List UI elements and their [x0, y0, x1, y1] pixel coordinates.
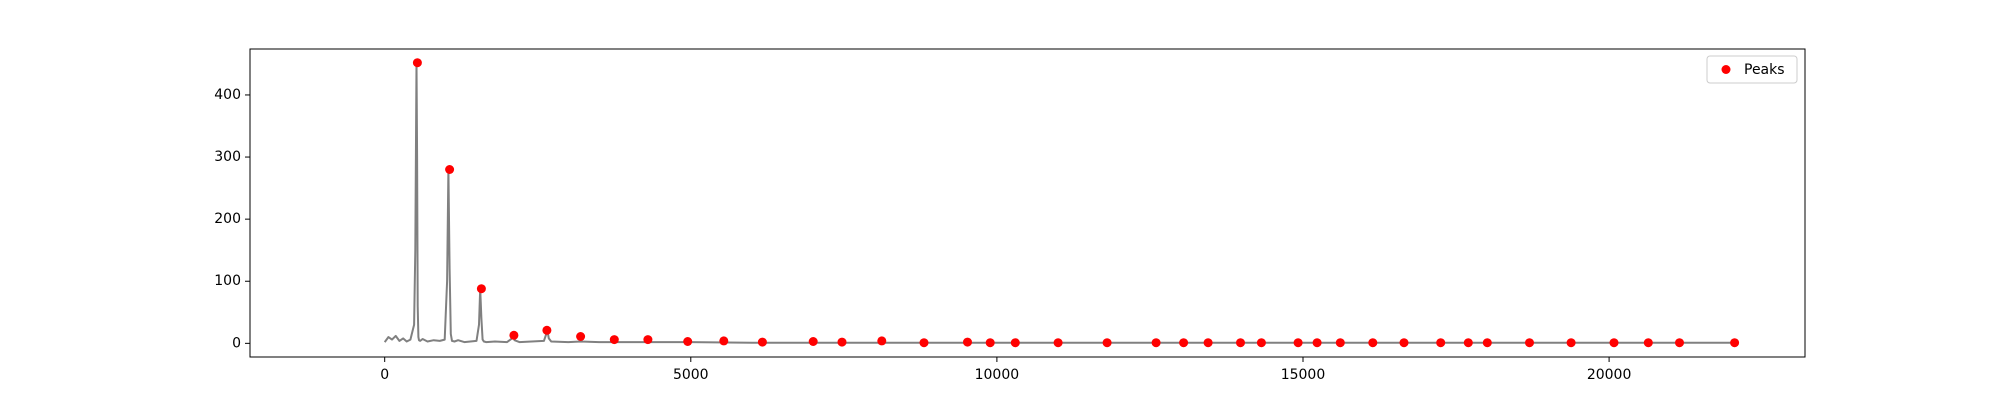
- x-tick-label: 5000: [673, 367, 709, 383]
- peak-point: [1293, 338, 1303, 348]
- y-tick-label: 100: [214, 273, 241, 289]
- y-tick-label: 200: [214, 211, 241, 227]
- peak-point: [1566, 338, 1576, 348]
- x-tick-label: 20000: [1587, 367, 1632, 383]
- legend-marker-peaks: [1721, 65, 1731, 74]
- peak-point: [719, 336, 729, 346]
- peak-point: [963, 337, 972, 347]
- legend-box: [1706, 55, 1798, 84]
- peak-point: [919, 338, 929, 348]
- x-tick-label: 0: [380, 367, 389, 383]
- peak-point: [1203, 338, 1213, 348]
- legend: Peaks: [1706, 55, 1798, 84]
- peak-point: [542, 325, 552, 335]
- peak-point: [808, 337, 818, 346]
- peak-point: [1102, 338, 1112, 348]
- y-axis: 0 100 200 300 400: [214, 87, 250, 351]
- peak-point: [1335, 338, 1345, 348]
- peak-point: [1151, 338, 1161, 348]
- y-tick-label: 0: [232, 335, 241, 351]
- plot-area: [383, 58, 1740, 348]
- peak-point: [412, 58, 422, 68]
- peak-point: [1236, 338, 1245, 348]
- y-tick-label: 400: [214, 87, 241, 103]
- x-tick-label: 10000: [975, 367, 1020, 383]
- peak-point: [1730, 338, 1740, 348]
- peak-point: [1643, 338, 1653, 348]
- peak-point: [1675, 338, 1684, 348]
- peak-point: [1256, 338, 1266, 348]
- axes-frame: [249, 48, 1806, 358]
- peak-point: [1436, 338, 1446, 348]
- peak-point: [1399, 338, 1409, 348]
- peak-point: [576, 332, 586, 341]
- peak-point: [837, 337, 847, 347]
- x-axis: 0 5000 10000 15000 20000: [380, 357, 1631, 383]
- peak-point: [1312, 338, 1322, 348]
- peak-point: [1368, 338, 1378, 348]
- peak-point: [985, 338, 995, 348]
- peak-point: [683, 337, 693, 346]
- peak-point: [877, 336, 887, 346]
- peak-point: [1525, 338, 1534, 348]
- peak-point: [1482, 338, 1492, 348]
- legend-label-peaks: Peaks: [1744, 62, 1785, 78]
- peak-point: [509, 330, 519, 340]
- peak-point: [757, 337, 767, 347]
- x-tick-label: 15000: [1281, 367, 1326, 383]
- peak-point: [609, 335, 619, 345]
- peak-point: [476, 284, 486, 294]
- peak-point: [1179, 338, 1189, 348]
- peak-point: [643, 335, 653, 345]
- peak-point: [445, 165, 455, 174]
- peak-point: [1609, 338, 1619, 348]
- peak-point: [1463, 338, 1473, 348]
- y-tick-label: 300: [214, 149, 241, 165]
- peak-point: [1010, 338, 1020, 348]
- peak-point: [1053, 338, 1063, 348]
